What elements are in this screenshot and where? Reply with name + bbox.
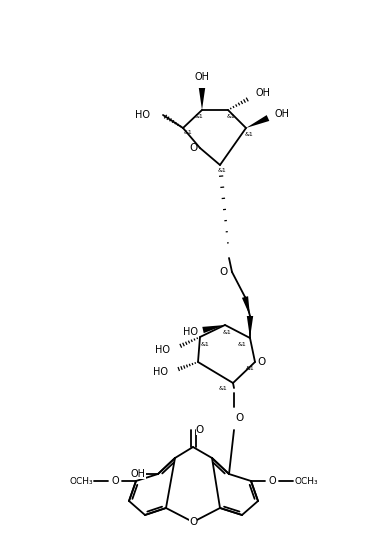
Text: OH: OH xyxy=(195,72,209,82)
Text: &1: &1 xyxy=(183,131,192,136)
Polygon shape xyxy=(199,88,205,110)
Text: O: O xyxy=(189,143,197,153)
Polygon shape xyxy=(247,316,253,338)
Text: O: O xyxy=(268,476,276,486)
Text: &1: &1 xyxy=(223,329,231,335)
Polygon shape xyxy=(202,325,225,333)
Polygon shape xyxy=(242,296,250,316)
Text: HO: HO xyxy=(154,367,168,377)
Text: &1: &1 xyxy=(246,366,254,371)
Text: &1: &1 xyxy=(217,168,226,173)
Text: &1: &1 xyxy=(200,341,209,346)
Text: OH: OH xyxy=(255,88,271,98)
Text: HO: HO xyxy=(135,110,151,120)
Text: O: O xyxy=(258,357,266,367)
Text: &1: &1 xyxy=(219,386,228,391)
Text: OCH₃: OCH₃ xyxy=(294,476,318,486)
Text: O: O xyxy=(111,476,119,486)
Polygon shape xyxy=(246,115,269,128)
Text: OCH₃: OCH₃ xyxy=(69,476,93,486)
Text: O: O xyxy=(236,413,244,423)
Text: &1: &1 xyxy=(245,131,253,137)
Text: O: O xyxy=(189,517,197,527)
Text: OH: OH xyxy=(274,109,289,119)
Text: &1: &1 xyxy=(195,113,204,119)
Text: &1: &1 xyxy=(227,113,235,119)
Text: HO: HO xyxy=(156,345,171,355)
Text: &1: &1 xyxy=(238,342,247,347)
Text: HO: HO xyxy=(183,327,197,337)
Text: OH: OH xyxy=(130,469,146,479)
Text: O: O xyxy=(196,425,204,435)
Text: O: O xyxy=(220,267,228,277)
